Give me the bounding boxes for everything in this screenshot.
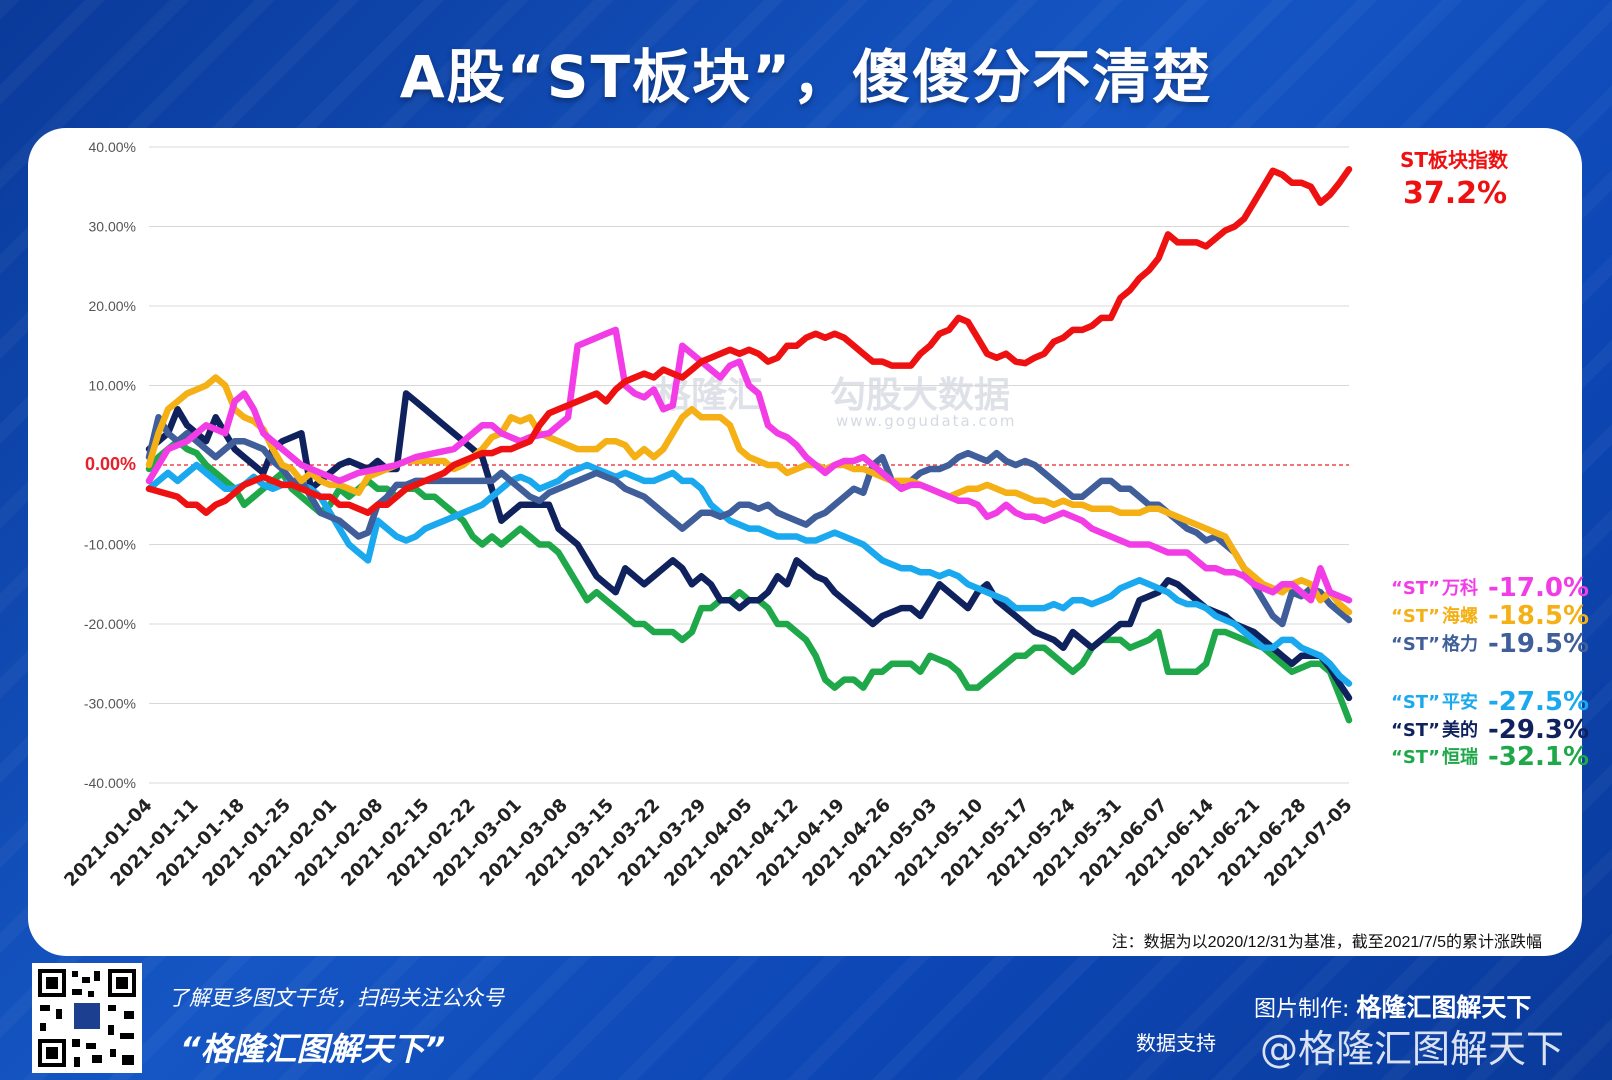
series-line (145, 374, 1353, 616)
series-line (145, 414, 1353, 628)
y-tick-label: 0.00% (85, 454, 136, 474)
data-support: 数据支持 (1136, 1031, 1216, 1055)
y-tick-label: -30.00% (84, 696, 136, 712)
series-line (145, 166, 1353, 516)
series-label-name: 海螺 (1442, 605, 1478, 627)
series-label-name: 万科 (1441, 577, 1478, 599)
series-end-value: -17.0% (1488, 573, 1589, 603)
y-tick-label: 10.00% (89, 378, 136, 394)
series-line (145, 390, 1353, 702)
watermark-text: 勾股大数据 (830, 375, 1011, 416)
promo-account-name: “格隆汇图解天下” (180, 1030, 446, 1068)
series-label-prefix: “ST” (1391, 634, 1440, 655)
series-line (145, 326, 1353, 604)
maker-credit: 图片制作: 格隆汇图解天下 (1254, 988, 1531, 1024)
series-label-prefix: “ST” (1391, 578, 1440, 599)
series-label-prefix: “ST” (1391, 606, 1440, 627)
series-end-value: 37.2% (1403, 176, 1507, 211)
series-end-value: -18.5% (1488, 601, 1589, 631)
series-label-prefix: “ST” (1391, 692, 1440, 713)
y-tick-label: 20.00% (89, 298, 136, 314)
weibo-handle: @格隆汇图解天下 (1260, 1027, 1565, 1071)
series-end-value: -32.1% (1488, 742, 1589, 772)
series-label-name: 平安 (1442, 691, 1478, 713)
qr-code[interactable] (32, 963, 142, 1073)
promo-text: 了解更多图文干货，扫码关注公众号 (168, 986, 504, 1010)
series-line (145, 461, 1353, 687)
series-end-value: -19.5% (1488, 629, 1589, 659)
series-label-prefix: “ST” (1391, 747, 1440, 768)
y-tick-label: 30.00% (89, 219, 136, 235)
series-end-value: -29.3% (1488, 715, 1589, 745)
series-label-name: 恒瑞 (1442, 746, 1478, 768)
qr-code-icon (38, 969, 136, 1067)
watermark-url: www.gogudata.com (836, 412, 1017, 430)
y-tick-label: -20.00% (84, 616, 136, 632)
page-title: A股“ST板块”，傻傻分不清楚 (399, 43, 1213, 111)
maker-label: 图片制作: (1254, 997, 1350, 1022)
y-tick-label: 40.00% (89, 139, 136, 155)
series-label-name: 格力 (1442, 633, 1478, 655)
maker-name: 格隆汇图解天下 (1356, 993, 1532, 1022)
y-tick-label: -10.00% (84, 537, 136, 553)
series-label-name: ST板块指数 (1400, 148, 1509, 172)
series-label-prefix: “ST” (1391, 720, 1440, 741)
series-label-name: 美的 (1442, 719, 1478, 741)
y-tick-label: -40.00% (84, 775, 136, 791)
chart-note: 注：数据为以2020/12/31为基准，截至2021/7/5的累计涨跌幅 (1111, 934, 1542, 951)
series-end-value: -27.5% (1488, 687, 1589, 717)
